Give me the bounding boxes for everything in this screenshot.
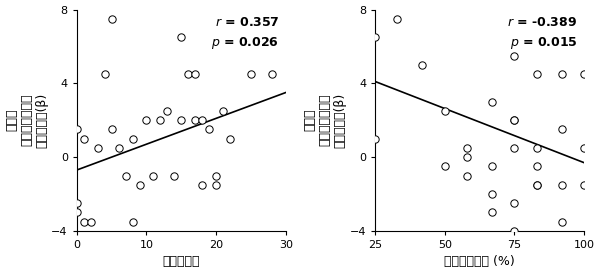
Point: [579, 238, 589, 242]
Point: [487, 99, 497, 104]
Point: [135, 182, 145, 187]
Text: $\it{r}$ = -0.389
$\it{p}$ = 0.015: $\it{r}$ = -0.389 $\it{p}$ = 0.015: [508, 16, 578, 51]
Point: [72, 127, 82, 132]
Point: [197, 118, 207, 122]
Point: [487, 164, 497, 169]
Point: [509, 146, 519, 150]
Point: [205, 127, 214, 132]
Point: [72, 201, 82, 206]
Point: [211, 173, 221, 178]
Point: [440, 164, 449, 169]
Point: [155, 118, 165, 122]
Text: $\it{r}$ = 0.357
$\it{p}$ = 0.026: $\it{r}$ = 0.357 $\it{p}$ = 0.026: [211, 16, 280, 51]
Point: [532, 146, 541, 150]
Point: [128, 219, 137, 224]
Point: [79, 136, 89, 141]
Point: [184, 72, 193, 76]
Point: [487, 210, 497, 215]
Point: [225, 136, 235, 141]
Point: [532, 182, 541, 187]
Point: [418, 63, 427, 67]
Point: [509, 118, 519, 122]
Point: [197, 182, 207, 187]
X-axis label: 内容の理解度 (%): 内容の理解度 (%): [444, 255, 515, 269]
Point: [440, 109, 449, 113]
Point: [79, 219, 89, 224]
Point: [579, 146, 589, 150]
Point: [509, 229, 519, 233]
Y-axis label: 健常児
下前頭回背側部
活動レベル(β): 健常児 下前頭回背側部 活動レベル(β): [5, 93, 49, 148]
Point: [93, 146, 103, 150]
Point: [176, 35, 186, 39]
Point: [462, 173, 472, 178]
Point: [509, 201, 519, 206]
Point: [532, 72, 541, 76]
Point: [579, 182, 589, 187]
Point: [107, 17, 116, 21]
Point: [509, 118, 519, 122]
Point: [142, 118, 151, 122]
Point: [557, 127, 566, 132]
Point: [532, 164, 541, 169]
Point: [170, 173, 179, 178]
Point: [211, 182, 221, 187]
Point: [246, 72, 256, 76]
Point: [557, 72, 566, 76]
Point: [370, 35, 380, 39]
Point: [163, 109, 172, 113]
Point: [267, 72, 277, 76]
Point: [532, 182, 541, 187]
Point: [557, 219, 566, 224]
Point: [190, 118, 200, 122]
Point: [176, 118, 186, 122]
Point: [462, 146, 472, 150]
Point: [462, 155, 472, 159]
Point: [557, 182, 566, 187]
Point: [509, 53, 519, 58]
Point: [579, 72, 589, 76]
Y-axis label: 健常児
下前頭回背側部
活動レベル(β): 健常児 下前頭回背側部 活動レベル(β): [304, 93, 347, 148]
Point: [128, 136, 137, 141]
Point: [149, 173, 158, 178]
Point: [107, 127, 116, 132]
X-axis label: 疲労スコア: 疲労スコア: [163, 255, 200, 269]
Point: [114, 146, 124, 150]
Point: [190, 72, 200, 76]
Point: [370, 136, 380, 141]
Point: [121, 173, 130, 178]
Point: [392, 17, 402, 21]
Point: [487, 192, 497, 196]
Point: [218, 109, 228, 113]
Point: [72, 210, 82, 215]
Point: [100, 72, 110, 76]
Point: [86, 219, 95, 224]
